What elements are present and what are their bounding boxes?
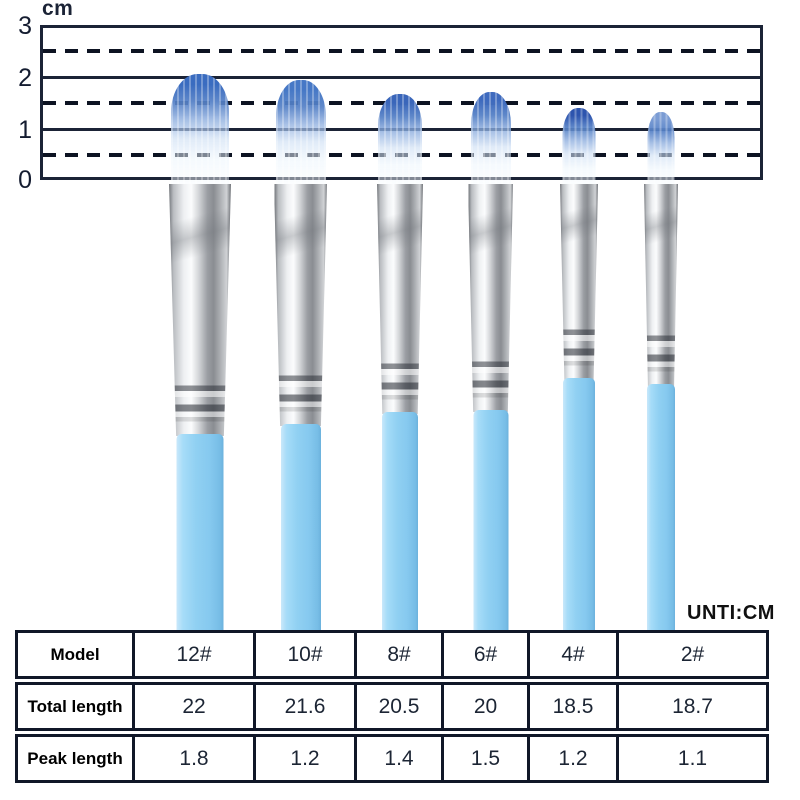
ferrule [560, 184, 598, 380]
table-row-model: Model 12# 10# 8# 6# 4# 2# [15, 630, 769, 679]
peak-length-cell: 1.8 [135, 737, 256, 780]
peak-length-cell: 1.4 [357, 737, 444, 780]
model-cell: 6# [444, 633, 530, 676]
model-cell: 4# [530, 633, 619, 676]
peak-length-cell: 1.1 [677, 746, 708, 770]
brush-handle [382, 412, 418, 632]
unit-note: UNTI:CM [687, 602, 775, 624]
model-cell: 8# [357, 633, 444, 676]
table-row-peak-length: Peak length 1.8 1.2 1.4 1.5 1.2 1.1 [15, 734, 769, 783]
peak-length-cell: 1.5 [444, 737, 530, 780]
row-header-peak-length: Peak length [18, 737, 135, 780]
ruler-tick-0: 0 [18, 165, 32, 194]
total-length-cell: 22 [135, 685, 256, 728]
total-length-cell: 21.6 [256, 685, 357, 728]
brush-handle [647, 384, 675, 632]
row-header-model: Model [18, 633, 135, 676]
bristle-tuft [647, 112, 675, 190]
ferrule [644, 184, 678, 386]
ruler-tick-2: 2 [18, 63, 32, 92]
spec-table: Model 12# 10# 8# 6# 4# 2# Total length 2… [15, 630, 769, 786]
row-header-total-length: Total length [18, 685, 135, 728]
paint-brush-8 [377, 0, 423, 632]
paint-brush-6 [468, 0, 513, 632]
total-length-cell: 18.7 [672, 694, 713, 718]
peak-length-cell: 1.2 [530, 737, 619, 780]
total-length-cell: 18.5 [530, 685, 619, 728]
ruler-tick-3: 3 [18, 11, 32, 40]
brush-handle [473, 410, 508, 632]
ruler-unit-label: cm [42, 0, 74, 20]
paint-brush-12 [169, 0, 231, 632]
paint-brush-10 [274, 0, 327, 632]
peak-length-cell: 1.2 [256, 737, 357, 780]
model-cell: 10# [256, 633, 357, 676]
bristle-tuft [562, 108, 596, 190]
paint-brush-2 [644, 0, 678, 632]
total-length-cell: 20.5 [357, 685, 444, 728]
gridline-dashed-2-5cm [43, 49, 760, 53]
paint-brush-4 [560, 0, 598, 632]
gridline-solid-2cm [43, 76, 760, 79]
bristle-tuft [171, 74, 229, 190]
bristle-tuft [378, 94, 422, 190]
bristle-tuft [470, 92, 511, 190]
bristle-tuft [275, 80, 326, 190]
total-length-cell: 20 [444, 685, 530, 728]
table-row-total-length: Total length 22 21.6 20.5 20 18.5 18.7 [15, 682, 769, 731]
ferrule [169, 184, 231, 436]
model-cell: 2# [680, 642, 705, 666]
brush-handle [176, 434, 224, 632]
ruler-tick-1: 1 [18, 115, 32, 144]
ferrule [274, 184, 327, 426]
model-cell: 12# [135, 633, 256, 676]
brush-handle [563, 378, 595, 632]
brush-handle [280, 424, 321, 632]
ferrule [468, 184, 513, 412]
ferrule [377, 184, 423, 414]
